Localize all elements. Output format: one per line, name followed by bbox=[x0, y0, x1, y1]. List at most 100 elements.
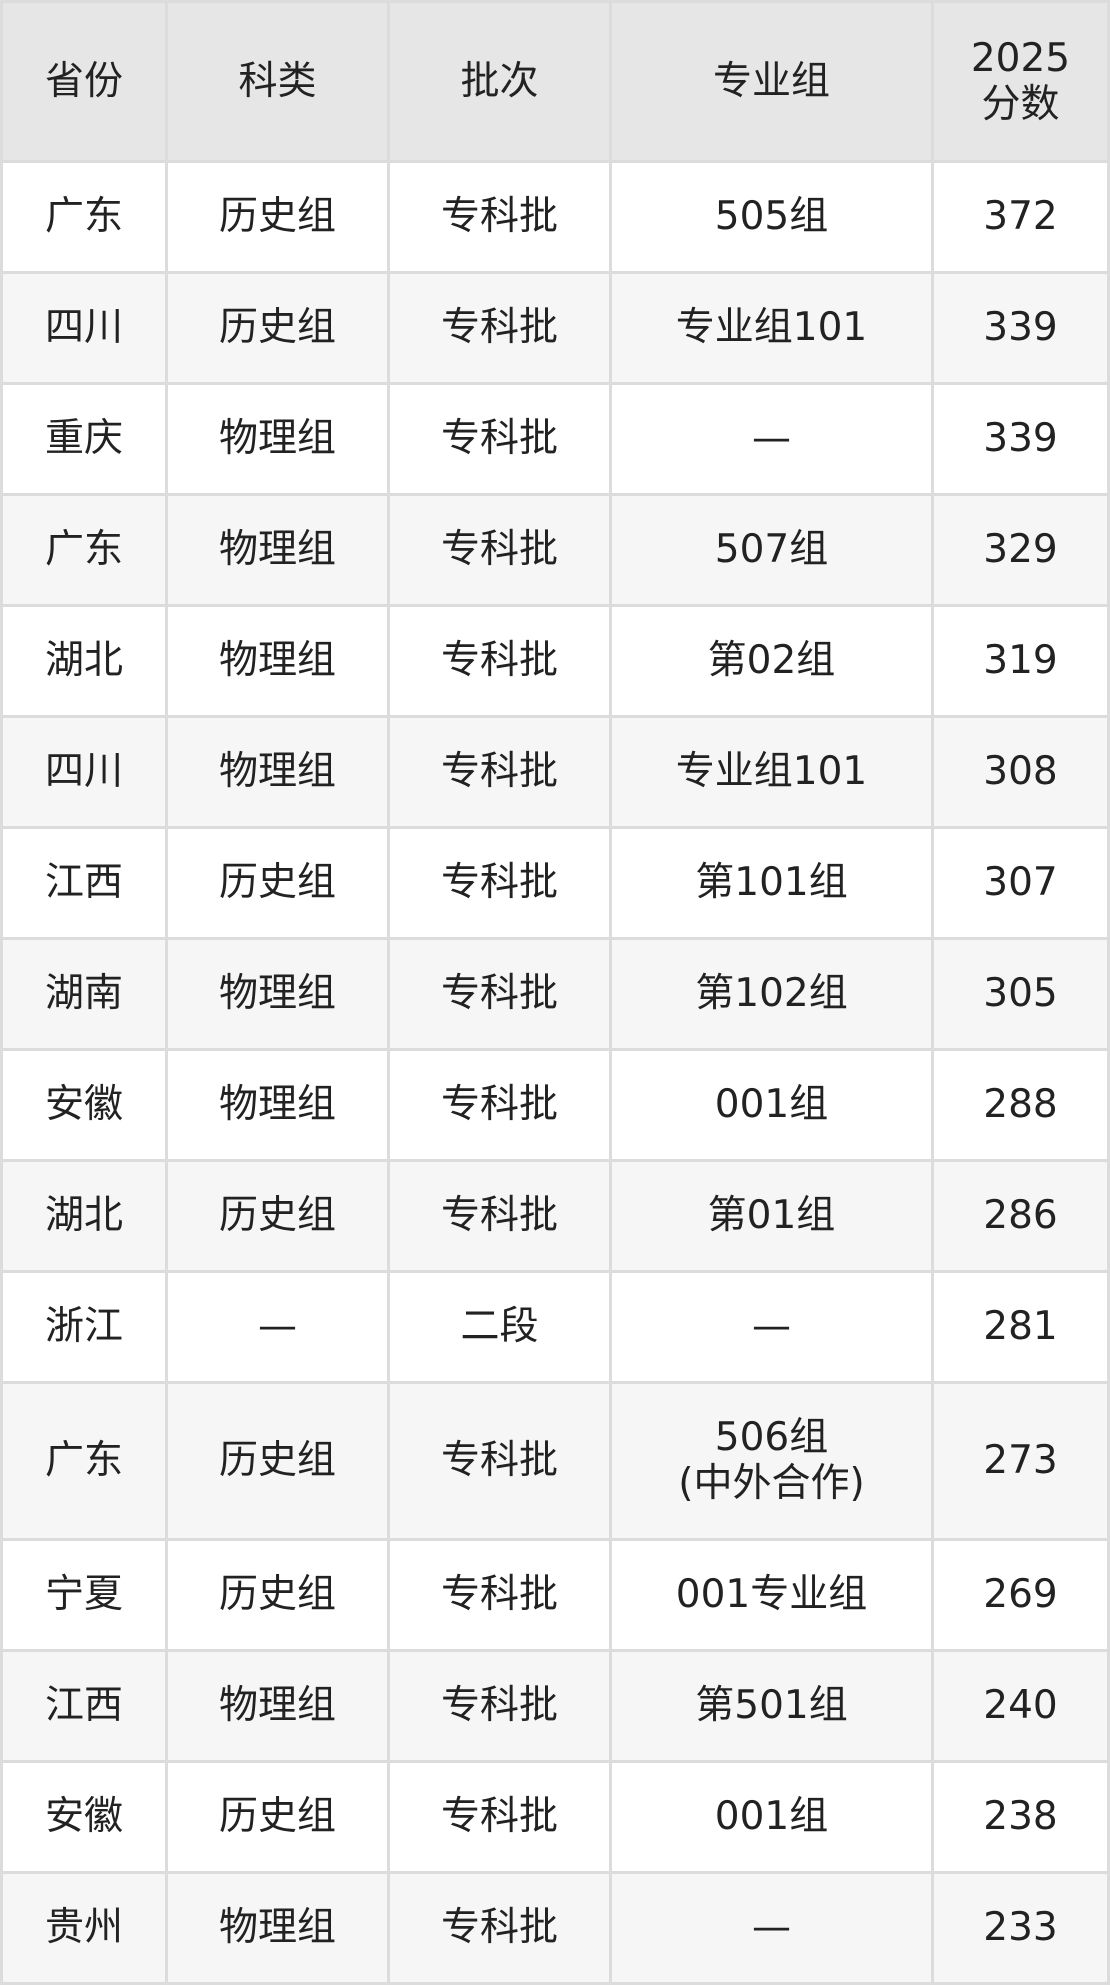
subject-cell: 物理组 bbox=[165, 1871, 390, 1985]
batch-cell: 专科批 bbox=[387, 1538, 612, 1652]
province-cell: 广东 bbox=[0, 1381, 168, 1541]
subject-cell: 历史组 bbox=[165, 271, 390, 385]
subject-cell: 历史组 bbox=[165, 1760, 390, 1874]
batch-cell: 专科批 bbox=[387, 1048, 612, 1162]
batch-cell: 专科批 bbox=[387, 160, 612, 274]
major-group-cell: 第01组 bbox=[609, 1159, 934, 1273]
major-group-cell: 第501组 bbox=[609, 1649, 934, 1763]
batch-cell: 专科批 bbox=[387, 715, 612, 829]
subject-cell: 历史组 bbox=[165, 1538, 390, 1652]
province-cell: 安徽 bbox=[0, 1048, 168, 1162]
subject-cell: — bbox=[165, 1270, 390, 1384]
province-cell: 广东 bbox=[0, 493, 168, 607]
score-cell: 286 bbox=[931, 1159, 1110, 1273]
subject-cell: 物理组 bbox=[165, 1048, 390, 1162]
table-row: 浙江 — 二段 —281 bbox=[0, 1270, 1110, 1384]
score-cell: 269 bbox=[931, 1538, 1110, 1652]
table-row: 四川 历史组 专科批 专业组101 339 bbox=[0, 271, 1110, 385]
subject-cell: 历史组 bbox=[165, 1381, 390, 1541]
batch-cell: 专科批 bbox=[387, 1381, 612, 1541]
province-cell: 湖北 bbox=[0, 604, 168, 718]
batch-cell: 二段 bbox=[387, 1270, 612, 1384]
major-group-cell: 505组 bbox=[609, 160, 934, 274]
table-row: 四川 物理组 专科批 专业组101 308 bbox=[0, 715, 1110, 829]
province-cell: 浙江 bbox=[0, 1270, 168, 1384]
subject-cell: 物理组 bbox=[165, 382, 390, 496]
province-cell: 宁夏 bbox=[0, 1538, 168, 1652]
score-cell: 288 bbox=[931, 1048, 1110, 1162]
subject-cell: 历史组 bbox=[165, 826, 390, 940]
batch-cell: 专科批 bbox=[387, 382, 612, 496]
score-cell: 273 bbox=[931, 1381, 1110, 1541]
major-group-cell: 第102组 bbox=[609, 937, 934, 1051]
subject-cell: 物理组 bbox=[165, 604, 390, 718]
subject-cell: 物理组 bbox=[165, 493, 390, 607]
table-row: 江西 历史组 专科批 第101组 307 bbox=[0, 826, 1110, 940]
table-row: 湖北 历史组 专科批 第01组 286 bbox=[0, 1159, 1110, 1273]
major-group-cell-line: (中外合作) bbox=[678, 1461, 865, 1506]
major-group-cell: 001组 bbox=[609, 1760, 934, 1874]
table-row: 湖南 物理组 专科批 第102组 305 bbox=[0, 937, 1110, 1051]
province-cell: 江西 bbox=[0, 1649, 168, 1763]
subject-cell: 历史组 bbox=[165, 1159, 390, 1273]
batch-cell: 专科批 bbox=[387, 1760, 612, 1874]
major-group-cell-line: 506组 bbox=[714, 1415, 829, 1460]
batch-cell: 专科批 bbox=[387, 826, 612, 940]
score-cell: 308 bbox=[931, 715, 1110, 829]
province-cell: 湖南 bbox=[0, 937, 168, 1051]
major-group-cell: 第02组 bbox=[609, 604, 934, 718]
header-score-year: 2025 bbox=[970, 35, 1071, 81]
score-cell: 233 bbox=[931, 1871, 1110, 1985]
score-cell: 372 bbox=[931, 160, 1110, 274]
header-major-group: 专业组 bbox=[609, 0, 934, 163]
subject-cell: 物理组 bbox=[165, 937, 390, 1051]
score-cell: 329 bbox=[931, 493, 1110, 607]
header-score-label: 分数 bbox=[981, 81, 1060, 127]
score-cell: 305 bbox=[931, 937, 1110, 1051]
table-body: 广东 历史组 专科批 505组 372 四川 历史组 专科批 专业组101 339 重庆 物理组 专科批… bbox=[0, 160, 1110, 1985]
subject-cell: 物理组 bbox=[165, 715, 390, 829]
subject-cell: 物理组 bbox=[165, 1649, 390, 1763]
major-group-cell: — bbox=[609, 1871, 934, 1985]
major-group-cell: — bbox=[609, 1270, 934, 1384]
score-cell: 319 bbox=[931, 604, 1110, 718]
header-batch: 批次 bbox=[387, 0, 612, 163]
header-row: 省份 科类 批次 专业组 2025 分数 bbox=[0, 0, 1110, 163]
major-group-cell: 第101组 bbox=[609, 826, 934, 940]
major-group-cell: — bbox=[609, 382, 934, 496]
score-cell: 339 bbox=[931, 382, 1110, 496]
table-row: 安徽 历史组 专科批 001组 238 bbox=[0, 1760, 1110, 1874]
subject-cell: 历史组 bbox=[165, 160, 390, 274]
batch-cell: 专科批 bbox=[387, 1871, 612, 1985]
province-cell: 广东 bbox=[0, 160, 168, 274]
batch-cell: 专科批 bbox=[387, 493, 612, 607]
province-cell: 重庆 bbox=[0, 382, 168, 496]
batch-cell: 专科批 bbox=[387, 937, 612, 1051]
header-province: 省份 bbox=[0, 0, 168, 163]
province-cell: 贵州 bbox=[0, 1871, 168, 1985]
table-row: 安徽 物理组 专科批 001组 288 bbox=[0, 1048, 1110, 1162]
table-row: 重庆 物理组 专科批 —339 bbox=[0, 382, 1110, 496]
province-cell: 四川 bbox=[0, 271, 168, 385]
major-group-cell: 001组 bbox=[609, 1048, 934, 1162]
batch-cell: 专科批 bbox=[387, 604, 612, 718]
table-row: 广东 历史组 专科批 505组 372 bbox=[0, 160, 1110, 274]
major-group-cell: 专业组101 bbox=[609, 715, 934, 829]
score-cell: 307 bbox=[931, 826, 1110, 940]
score-cell: 339 bbox=[931, 271, 1110, 385]
province-cell: 湖北 bbox=[0, 1159, 168, 1273]
table-row: 江西 物理组 专科批 第501组 240 bbox=[0, 1649, 1110, 1763]
table-row: 湖北 物理组 专科批 第02组 319 bbox=[0, 604, 1110, 718]
major-group-cell: 001专业组 bbox=[609, 1538, 934, 1652]
score-cell: 281 bbox=[931, 1270, 1110, 1384]
major-group-cell: 专业组101 bbox=[609, 271, 934, 385]
table-header: 省份 科类 批次 专业组 2025 分数 bbox=[0, 0, 1110, 163]
major-group-cell: 506组 (中外合作) bbox=[609, 1381, 934, 1541]
province-cell: 江西 bbox=[0, 826, 168, 940]
score-cell: 238 bbox=[931, 1760, 1110, 1874]
batch-cell: 专科批 bbox=[387, 1159, 612, 1273]
province-cell: 安徽 bbox=[0, 1760, 168, 1874]
header-subject: 科类 bbox=[165, 0, 390, 163]
header-score: 2025 分数 bbox=[931, 0, 1110, 163]
